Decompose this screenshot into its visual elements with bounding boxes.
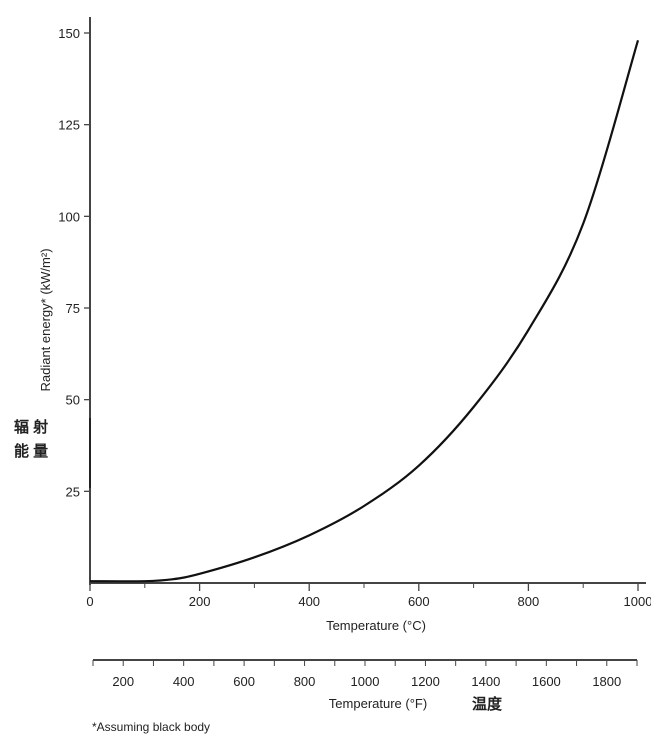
x-axis-title: Temperature (°C)	[326, 618, 426, 633]
fahrenheit-chinese-label: 温度	[472, 695, 503, 713]
labels-layer: 25 50 75 100 125 150 0 200 400 600 800 1000 Temperat…	[14, 26, 651, 734]
x-tick-label: 400	[298, 594, 320, 609]
y-tick-label: 150	[58, 26, 80, 41]
fahrenheit-axis-title: Temperature (°F)	[329, 696, 427, 711]
x-tick-label: 200	[189, 594, 211, 609]
series-layer	[89, 40, 640, 583]
fahrenheit-tick-label: 600	[233, 674, 255, 689]
fahrenheit-tick-label: 1400	[471, 674, 500, 689]
fahrenheit-tick-label: 1000	[351, 674, 380, 689]
fahrenheit-tick-label: 1200	[411, 674, 440, 689]
fahrenheit-tick-label: 800	[294, 674, 316, 689]
tick-marks	[84, 32, 639, 666]
fahrenheit-tick-label: 200	[112, 674, 134, 689]
y-tick-label: 75	[66, 301, 80, 316]
fahrenheit-tick-label: 400	[173, 674, 195, 689]
x-tick-label: 600	[408, 594, 430, 609]
y-tick-label: 125	[58, 118, 80, 133]
x-tick-label: 800	[518, 594, 540, 609]
y-tick-label: 50	[66, 393, 80, 408]
y-axis-chinese-label: 能 量	[14, 442, 48, 460]
axes	[89, 17, 646, 661]
y-axis-title: Radiant energy* (kW/m²)	[38, 248, 53, 391]
y-tick-label: 25	[66, 484, 80, 499]
radiant-energy-curve	[89, 40, 640, 583]
y-tick-label: 100	[58, 209, 80, 224]
footnote: *Assuming black body	[92, 720, 210, 734]
fahrenheit-tick-label: 1800	[592, 674, 621, 689]
x-tick-label: 0	[86, 594, 93, 609]
y-axis-chinese-label: 辐 射	[14, 418, 48, 436]
fahrenheit-tick-label: 1600	[532, 674, 561, 689]
x-tick-label: 1000	[624, 594, 651, 609]
